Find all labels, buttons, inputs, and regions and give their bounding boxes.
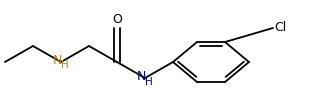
Text: Cl: Cl	[274, 21, 286, 33]
Text: H: H	[145, 77, 153, 87]
Text: N: N	[52, 54, 62, 68]
Text: H: H	[61, 60, 69, 70]
Text: O: O	[112, 13, 122, 26]
Text: N: N	[136, 71, 146, 83]
